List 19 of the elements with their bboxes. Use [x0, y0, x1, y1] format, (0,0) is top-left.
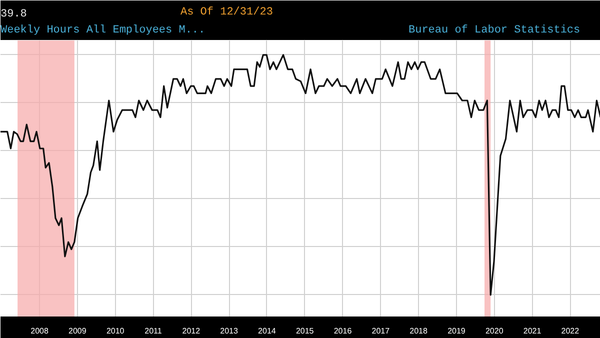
text: 39.8 — [0, 8, 27, 20]
x-tick-label: 2019 — [448, 326, 466, 336]
x-tick-label: 2012 — [182, 326, 201, 336]
x-tick-label: 2020 — [485, 326, 504, 336]
x-tick-label: 2015 — [296, 326, 314, 336]
x-tick-label: 2014 — [258, 326, 276, 336]
x-tick-label: 2017 — [372, 326, 390, 336]
text: As Of 12/31/23 — [180, 6, 273, 18]
x-tick-label: 2008 — [30, 326, 49, 336]
text: Bureau of Labor Statistics — [408, 24, 580, 36]
chart-title: Weekly Hours All Employees M... — [0, 24, 206, 36]
x-tick-label: 2016 — [334, 326, 352, 336]
x-tick-label: 2018 — [410, 326, 428, 336]
x-tick-label: 2009 — [68, 326, 87, 336]
x-tick-label: 2021 — [523, 326, 542, 336]
x-tick-label: 2011 — [144, 326, 162, 336]
x-tick-label: 2022 — [561, 326, 580, 336]
x-tick-label: 2013 — [220, 326, 239, 336]
x-tick-label: 2010 — [106, 326, 125, 336]
